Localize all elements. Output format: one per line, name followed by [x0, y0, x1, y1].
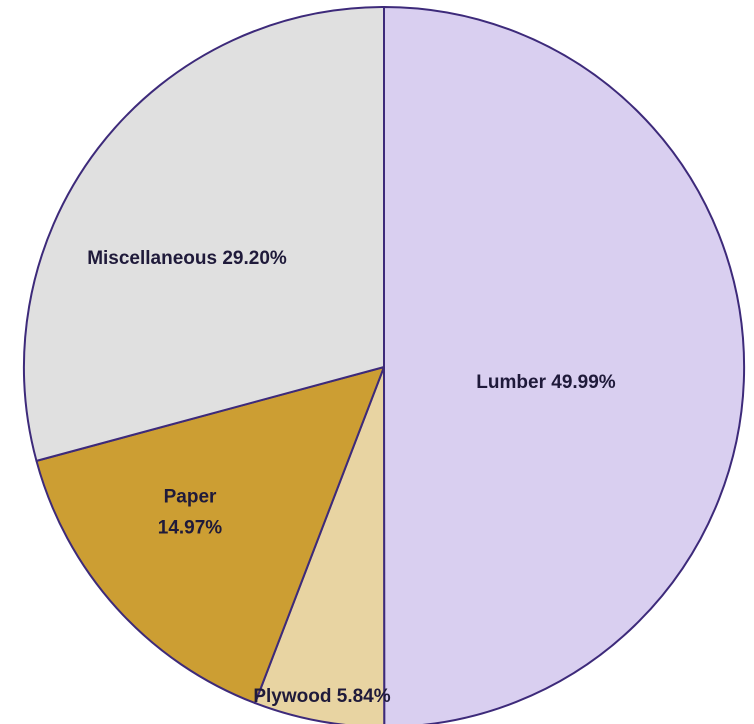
pie-slice-plywood — [254, 366, 386, 724]
pie-label-line: 14.97% — [158, 518, 223, 539]
pie-label-line: Lumber 49.99% — [476, 372, 615, 393]
pie-slice-lumber — [383, 6, 746, 724]
pie-slice-miscellaneous — [22, 6, 385, 462]
pie-labels: Lumber 49.99% Plywood 5.84% Paper 14.97% Mis… — [87, 248, 616, 707]
pie-label-miscellaneous: Miscellaneous 29.20% — [87, 248, 287, 269]
pie-label-plywood: Plywood 5.84% — [253, 686, 390, 707]
pie-label-lumber: Lumber 49.99% — [476, 372, 615, 393]
pie-label-paper: Paper 14.97% — [158, 487, 223, 539]
pie-label-line: Plywood 5.84% — [253, 686, 390, 707]
pie-slice-paper — [35, 366, 385, 705]
pie-label-line: Paper — [164, 487, 217, 508]
pie-slices — [22, 6, 746, 724]
pie-label-line: Miscellaneous 29.20% — [87, 248, 287, 269]
